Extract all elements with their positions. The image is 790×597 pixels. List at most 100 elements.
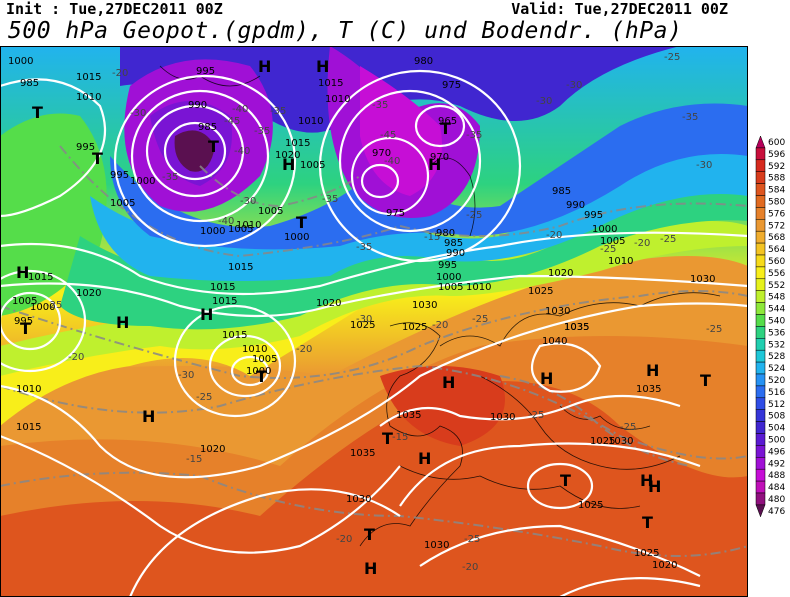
temperature-label: -35 — [682, 112, 698, 123]
high-marker: H — [116, 313, 129, 332]
scale-label: 516 — [768, 388, 785, 398]
scale-label: 544 — [768, 305, 785, 315]
temperature-label: -15 — [424, 232, 440, 243]
pressure-label: 1000 — [30, 302, 55, 313]
high-marker: H — [142, 407, 155, 426]
scale-label: 588 — [768, 174, 785, 184]
high-marker: H — [364, 559, 377, 578]
scale-label: 584 — [768, 186, 785, 196]
temperature-label: -30 — [356, 314, 372, 325]
high-marker: H — [648, 477, 661, 496]
temperature-label: -40 — [218, 216, 234, 227]
temperature-label: -30 — [536, 96, 552, 107]
scale-box — [755, 445, 766, 458]
scale-label: 492 — [768, 459, 785, 469]
scale-box — [755, 290, 766, 303]
scale-box — [755, 373, 766, 387]
scale-box — [755, 266, 766, 280]
pressure-label: 1015 — [210, 282, 235, 293]
temperature-label: -35 — [466, 130, 482, 141]
pressure-label: 1005 — [252, 354, 277, 365]
temperature-label: -25 — [620, 422, 636, 433]
pressure-label: 1040 — [542, 336, 567, 347]
low-marker: T — [364, 525, 375, 544]
field-warm-584 — [0, 381, 748, 597]
map-header: Init : Tue,27DEC2011 00Z Valid: Tue,27DE… — [0, 0, 790, 46]
temperature-label: -20 — [336, 534, 352, 545]
temperature-label: -20 — [112, 68, 128, 79]
temperature-label: -20 — [296, 344, 312, 355]
pressure-label: 1025 — [402, 322, 427, 333]
pressure-label: 1015 — [285, 138, 310, 149]
low-marker: T — [700, 371, 711, 390]
pressure-label: 1030 — [545, 306, 570, 317]
scale-box — [755, 504, 766, 518]
low-marker: T — [382, 429, 393, 448]
pressure-label: 1015 — [16, 422, 41, 433]
scale-label: 572 — [768, 221, 785, 231]
pressure-label: 965 — [438, 116, 457, 127]
pressure-label: 995 — [14, 316, 33, 327]
scale-label: 532 — [768, 340, 785, 350]
pressure-label: 1015 — [318, 78, 343, 89]
coastlines — [159, 65, 721, 547]
high-marker: H — [258, 57, 271, 76]
pressure-label: 1025 — [350, 320, 375, 331]
temperature-label: -30 — [178, 370, 194, 381]
scale-label: 556 — [768, 269, 785, 279]
scale-box — [755, 433, 766, 446]
pressure-label: 1005 — [12, 296, 37, 307]
pressure-label: 985 — [552, 186, 571, 197]
scale-box — [755, 457, 766, 470]
pressure-label: 1030 — [346, 494, 371, 505]
pressure-label: 975 — [386, 208, 405, 219]
pressure-label: 1015 — [222, 330, 247, 341]
temperature-label: -35 — [322, 194, 338, 205]
isobars — [0, 69, 748, 597]
low-pressure-markers: T T T T T T T T T T T T — [20, 103, 711, 544]
scale-label: 548 — [768, 293, 785, 303]
pressure-label: 1010 — [466, 282, 491, 293]
high-marker: H — [442, 373, 455, 392]
scale-box — [755, 302, 766, 315]
pressure-label: 1010 — [242, 344, 267, 355]
scale-label: 508 — [768, 412, 785, 422]
pressure-label: 1000 — [130, 176, 155, 187]
pressure-label: 1000 — [246, 366, 271, 377]
temperature-label: -25 — [466, 210, 482, 221]
temperature-label: -25 — [528, 410, 544, 421]
pressure-label: 1015 — [76, 72, 101, 83]
temperature-label: -25 — [706, 324, 722, 335]
temperature-label: -15 — [186, 454, 202, 465]
scale-label: 536 — [768, 328, 785, 338]
pressure-label: 1010 — [76, 92, 101, 103]
pressure-label: 1035 — [564, 322, 589, 333]
scale-box — [755, 361, 766, 375]
pressure-label: 970 — [430, 152, 449, 163]
temperature-label: -15 — [392, 432, 408, 443]
pressure-labels: 1000 985 1010 1015 995 1000 1005 990 995… — [8, 56, 715, 571]
scale-label: 512 — [768, 400, 785, 410]
low-marker: T — [208, 137, 219, 156]
temperature-label: -25 — [472, 314, 488, 325]
temperature-label: -25 — [664, 52, 680, 63]
scale-box — [755, 278, 766, 291]
pressure-label: 1015 — [228, 262, 253, 273]
pressure-label: 1005 — [438, 282, 463, 293]
pressure-label: 1015 — [212, 296, 237, 307]
temperature-label: -30 — [696, 160, 712, 171]
scale-box — [755, 147, 766, 161]
scale-boxes — [755, 135, 766, 518]
low-marker: T — [440, 119, 451, 138]
field-warm-core — [380, 366, 505, 446]
pressure-label: 1025 — [634, 548, 659, 559]
scale-label: 496 — [768, 447, 785, 457]
pressure-label: 1020 — [200, 444, 225, 455]
scale-box — [755, 326, 766, 339]
pressure-label: 985 — [20, 78, 39, 89]
pressure-label: 1020 — [652, 560, 677, 571]
low-marker: T — [560, 471, 571, 490]
pressure-label: 1030 — [490, 412, 515, 423]
low-marker: T — [642, 513, 653, 532]
